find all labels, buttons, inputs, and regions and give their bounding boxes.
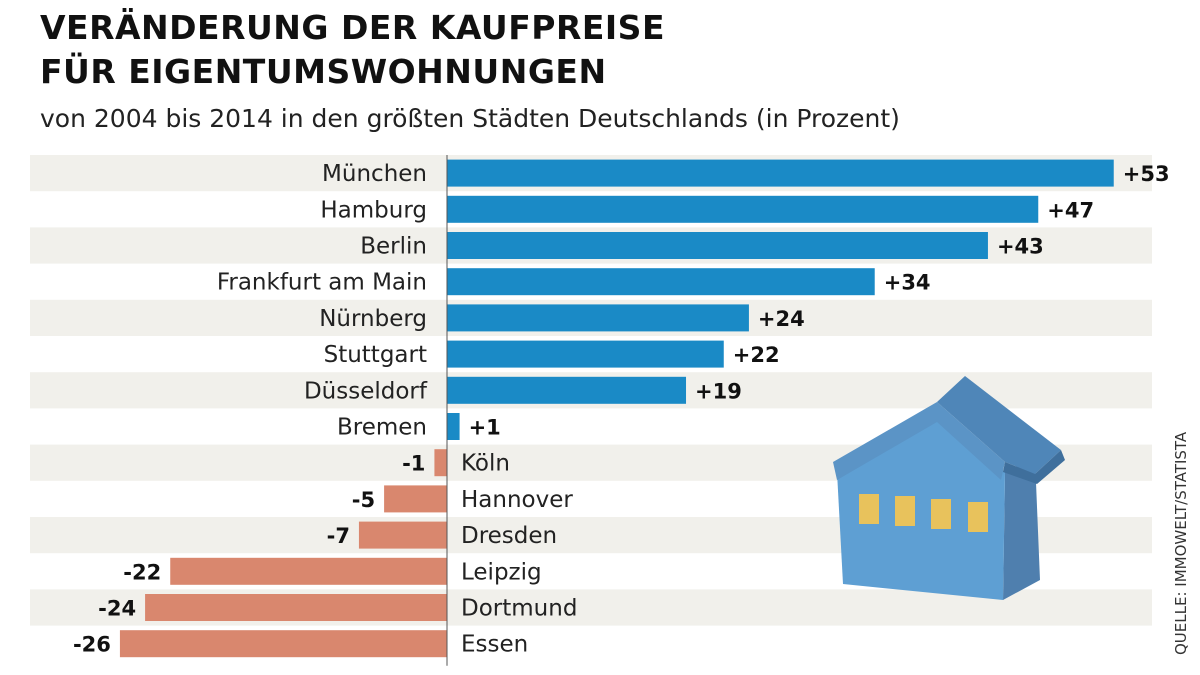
chart-title: VERÄNDERUNG DER KAUFPREISE FÜR EIGENTUMS… (40, 6, 665, 94)
value-label: +24 (758, 307, 805, 331)
value-label: +34 (884, 271, 931, 295)
chart-subtitle: von 2004 bis 2014 in den größten Städten… (40, 104, 900, 133)
value-label: -1 (402, 452, 425, 476)
bar (447, 159, 1114, 187)
bar (434, 449, 447, 477)
house-roof-side (1003, 450, 1065, 484)
value-label: +22 (733, 343, 780, 367)
value-label: +53 (1123, 162, 1170, 186)
value-label: +43 (997, 235, 1044, 259)
category-label: Leipzig (461, 559, 542, 585)
bar (447, 304, 749, 332)
bar (447, 340, 724, 368)
category-label: München (322, 161, 427, 187)
house-roof-edge (833, 402, 1005, 480)
value-label: -7 (327, 524, 350, 548)
category-label: Berlin (360, 234, 427, 260)
value-label: -26 (73, 633, 111, 657)
category-label: Dortmund (461, 596, 577, 622)
bar (384, 485, 447, 513)
category-label: Bremen (337, 415, 427, 441)
value-label: -24 (98, 597, 136, 621)
value-labels: +53 +47+43 +34 +24 +22 +19 +1 -1 -5-7 -22 -24 -26 (73, 162, 1170, 657)
house-window (895, 496, 915, 526)
category-labels: München Hamburg Berlin Frankfurt am Main Nür… (217, 161, 578, 658)
bar (119, 630, 448, 658)
category-label: Nürnberg (319, 306, 427, 332)
category-label: Düsseldorf (304, 378, 428, 404)
bars (119, 159, 1114, 658)
house-window (931, 499, 951, 529)
bar (358, 521, 447, 549)
value-label: +19 (695, 379, 742, 403)
house-roof (937, 376, 1061, 474)
value-label: +1 (469, 416, 501, 440)
value-label: -5 (352, 488, 375, 512)
category-label: Köln (461, 451, 510, 477)
category-label: Frankfurt am Main (217, 270, 427, 296)
value-label: +47 (1047, 198, 1094, 222)
category-label: Dresden (461, 523, 557, 549)
bar (447, 376, 687, 404)
bar (447, 195, 1039, 223)
source-note: QUELLE: IMMOWELT/STATISTA (1168, 380, 1198, 655)
category-label: Hannover (461, 487, 573, 513)
house-side-wall (1003, 458, 1040, 600)
bar (170, 557, 448, 585)
chart-title-line-1: VERÄNDERUNG DER KAUFPREISE (40, 8, 665, 47)
category-label: Hamburg (320, 197, 427, 223)
value-label: -22 (123, 560, 161, 584)
source-text: QUELLE: IMMOWELT/STATISTA (1172, 431, 1190, 655)
bar (447, 413, 460, 440)
house-window (968, 502, 988, 532)
category-label: Stuttgart (324, 342, 427, 368)
bar (447, 232, 988, 259)
bar (447, 268, 875, 296)
category-label: Essen (461, 632, 528, 658)
bar (145, 594, 447, 621)
house-window (859, 494, 879, 524)
house-front-wall (837, 414, 1005, 600)
chart-title-line-2: FÜR EIGENTUMSWOHNUNGEN (40, 52, 607, 91)
house-icon (833, 376, 1065, 600)
